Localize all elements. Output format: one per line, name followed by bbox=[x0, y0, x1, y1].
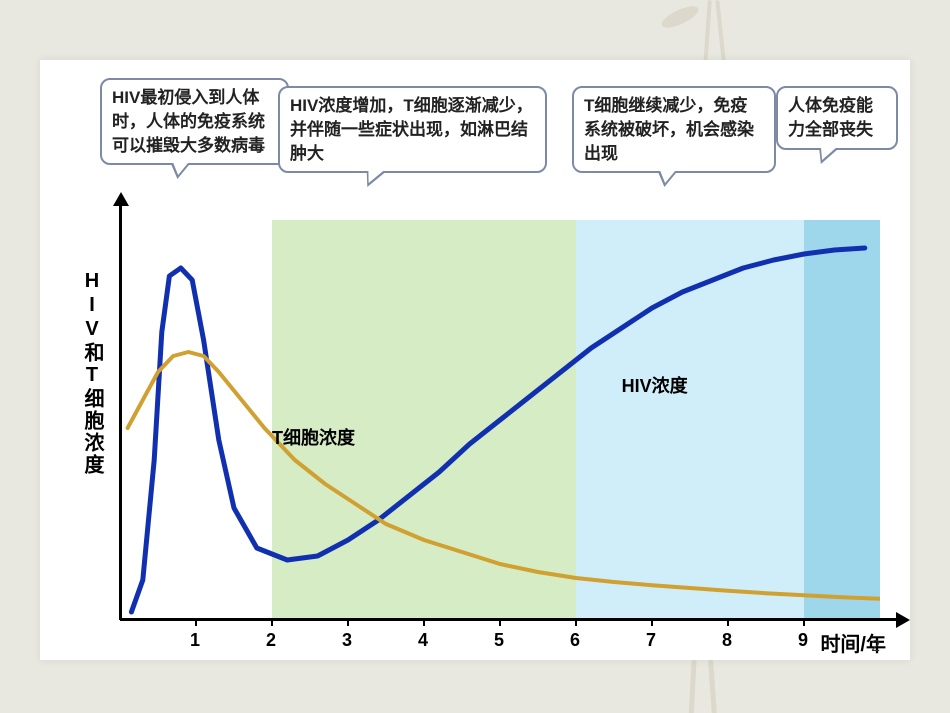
x-tick-label: 4 bbox=[418, 630, 428, 651]
x-tick-label: 9 bbox=[798, 630, 808, 651]
bg-plant-stem bbox=[688, 660, 696, 713]
chart-card: HIV最初侵入到人体时，人体的免疫系统可以摧毁大多数病毒HIV浓度增加，T细胞逐… bbox=[40, 60, 910, 660]
plot-area: 123456789 时间/年 HIV浓度T细胞浓度 bbox=[120, 220, 880, 620]
callout-tail-inner bbox=[173, 162, 191, 175]
callout-c1: HIV最初侵入到人体时，人体的免疫系统可以摧毁大多数病毒 bbox=[100, 78, 289, 165]
x-tick-label: 1 bbox=[190, 630, 200, 651]
callout-c3: T细胞继续减少，免疫系统被破坏，机会感染出现 bbox=[572, 86, 776, 173]
y-axis-arrow bbox=[113, 192, 129, 206]
callout-tail-inner bbox=[660, 170, 678, 183]
x-tick-label: 2 bbox=[266, 630, 276, 651]
callout-c2: HIV浓度增加，T细胞逐渐减少，并伴随一些症状出现，如淋巴结肿大 bbox=[278, 86, 547, 173]
x-tick-label: 3 bbox=[342, 630, 352, 651]
callout-tail-inner bbox=[819, 147, 837, 160]
x-tick-label: 6 bbox=[570, 630, 580, 651]
bg-plant-stem bbox=[708, 660, 717, 713]
x-tick-label: 5 bbox=[494, 630, 504, 651]
curve-labels-layer: HIV浓度 T细胞浓度 bbox=[120, 220, 880, 620]
x-axis-arrow bbox=[896, 612, 910, 628]
x-tick-label: 8 bbox=[722, 630, 732, 651]
bg-plant-leaf bbox=[659, 2, 701, 32]
x-tick-label: 7 bbox=[646, 630, 656, 651]
tcell-label: T细胞浓度 bbox=[272, 424, 355, 450]
page-number: 2 bbox=[871, 638, 880, 656]
callout-tail-inner bbox=[366, 170, 385, 183]
y-axis-title: HIV和T细胞浓度 bbox=[78, 270, 107, 476]
hiv-label: HIV浓度 bbox=[622, 372, 688, 398]
callout-c4: 人体免疫能力全部丧失 bbox=[776, 86, 898, 150]
